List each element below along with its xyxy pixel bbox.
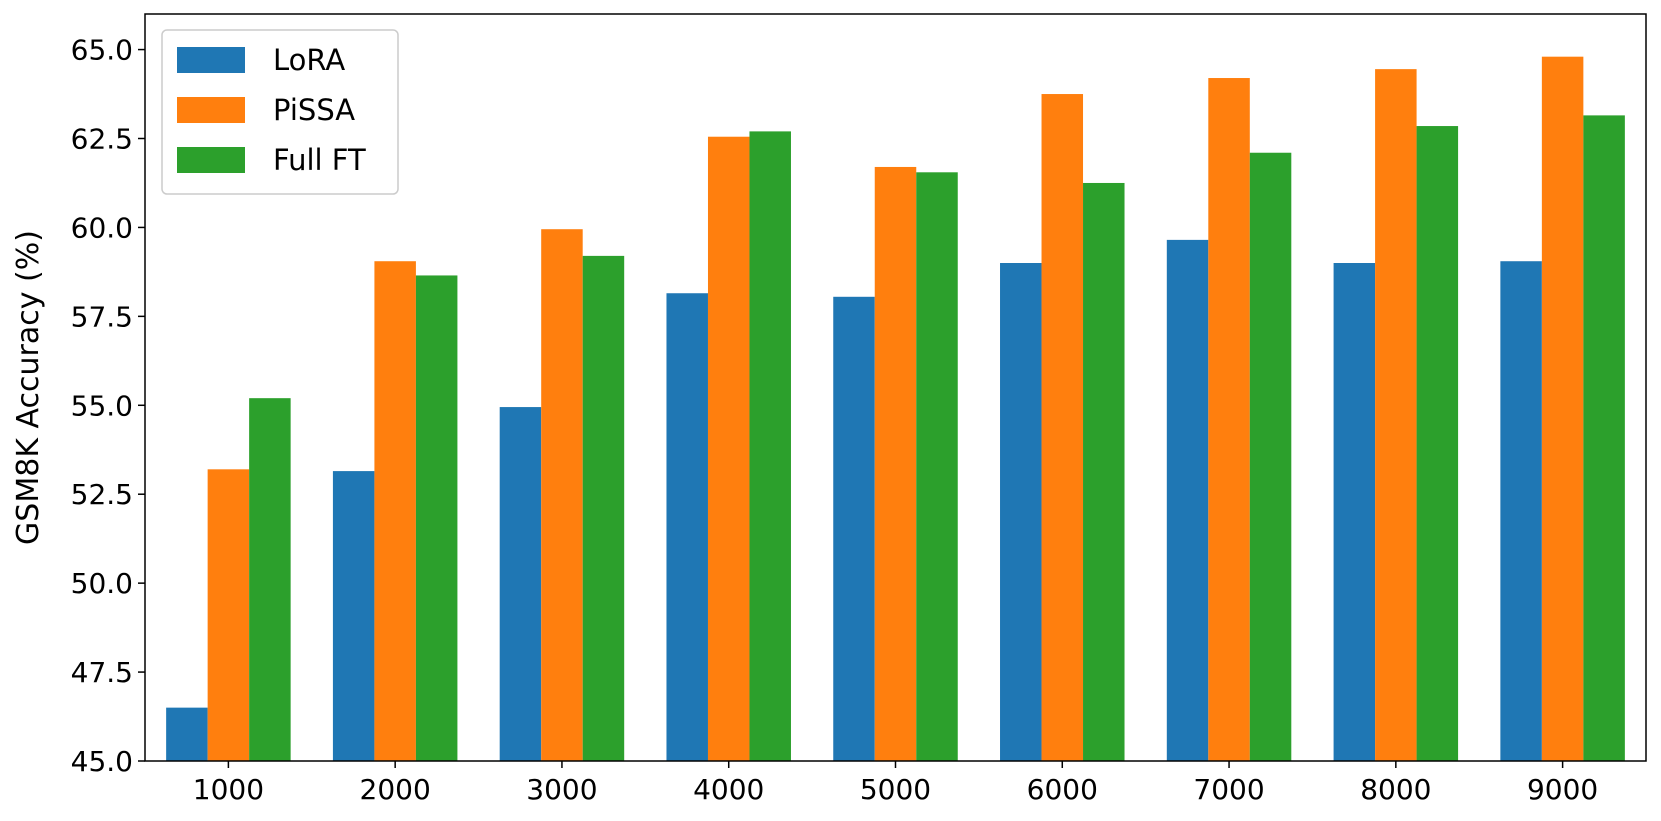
bar-pissa-4000: [707, 136, 750, 761]
y-tick-label: 52.5: [71, 478, 133, 511]
bar-lora-4000: [666, 293, 708, 761]
x-tick-label: 1000: [193, 773, 264, 806]
bar-lora-3000: [499, 407, 542, 761]
x-tick-label: 7000: [1193, 773, 1264, 806]
x-tick-label: 6000: [1027, 773, 1098, 806]
bar-lora-6000: [1000, 263, 1042, 761]
bar-lora-9000: [1500, 261, 1542, 761]
bar-full-ft-9000: [1583, 115, 1625, 762]
legend-label-lora: LoRA: [273, 43, 345, 77]
y-axis-label: GSM8K Accuracy (%): [11, 230, 46, 545]
bar-full-ft-2000: [415, 275, 458, 761]
bar-full-ft-4000: [749, 131, 791, 761]
x-axis: 1000 2000 3000 4000 5000 6000 7000 8000 9000: [193, 761, 1598, 806]
y-tick-label: 65.0: [71, 34, 133, 67]
y-tick-label: 47.5: [71, 656, 133, 689]
bar-pissa-2000: [374, 261, 416, 761]
bar-full-ft-8000: [1416, 126, 1459, 762]
y-tick-label: 62.5: [71, 123, 133, 156]
legend-label-full-ft: Full FT: [273, 143, 366, 177]
bar-pissa-5000: [874, 166, 917, 761]
bar-pissa-8000: [1375, 69, 1417, 761]
bar-full-ft-3000: [582, 255, 625, 761]
bar-full-ft-5000: [916, 172, 958, 762]
bar-full-ft-7000: [1249, 152, 1292, 761]
y-tick-label: 55.0: [71, 389, 133, 422]
bar-lora-8000: [1333, 263, 1376, 761]
legend-swatch-lora: [177, 47, 245, 73]
bar-lora-7000: [1166, 239, 1209, 762]
bar-pissa-9000: [1541, 56, 1584, 761]
y-tick-label: 50.0: [71, 567, 133, 600]
bar-pissa-1000: [207, 469, 250, 761]
y-tick-label: 45.0: [71, 745, 133, 778]
x-tick-label: 2000: [360, 773, 431, 806]
x-tick-label: 4000: [693, 773, 764, 806]
bar-lora-5000: [833, 296, 875, 761]
bar-full-ft-1000: [249, 398, 291, 761]
x-tick-label: 3000: [526, 773, 597, 806]
x-tick-label: 8000: [1360, 773, 1431, 806]
x-tick-label: 9000: [1527, 773, 1598, 806]
bars: [166, 56, 1625, 762]
legend-label-pissa: PiSSA: [273, 93, 355, 127]
y-tick-label: 60.0: [71, 211, 133, 244]
y-axis: 45.0 47.5 50.0 52.5 55.0 57.5 60.0 62.5 65.0: [71, 34, 145, 778]
bar-pissa-3000: [541, 229, 583, 761]
x-tick-label: 5000: [860, 773, 931, 806]
bar-pissa-6000: [1041, 94, 1084, 762]
bar-full-ft-6000: [1083, 182, 1125, 761]
legend-swatch-full-ft: [177, 147, 245, 173]
y-tick-label: 57.5: [71, 300, 133, 333]
bar-lora-1000: [166, 707, 208, 761]
legend-swatch-pissa: [177, 97, 245, 123]
legend: LoRA PiSSA Full FT: [161, 29, 399, 195]
bar-pissa-7000: [1208, 78, 1250, 762]
bar-lora-2000: [332, 471, 375, 761]
